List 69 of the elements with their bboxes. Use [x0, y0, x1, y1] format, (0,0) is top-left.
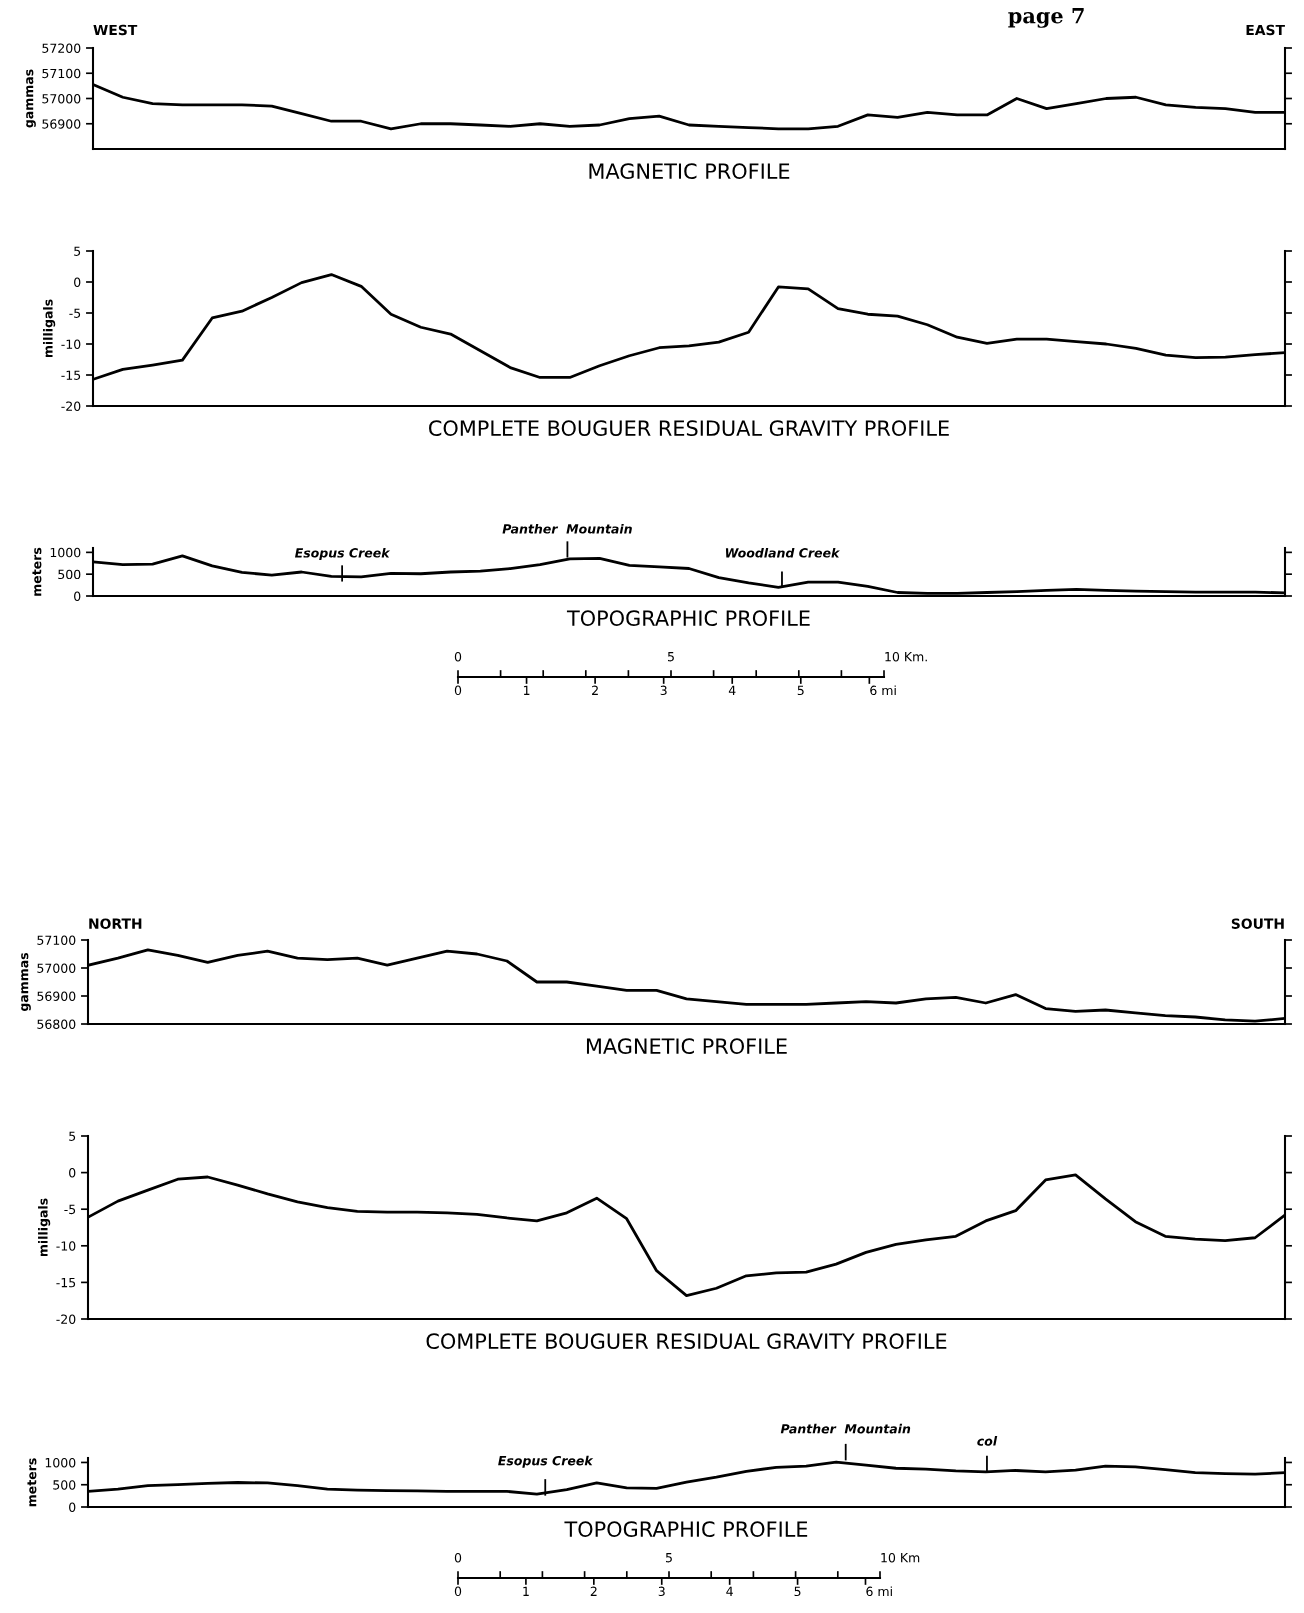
- text: 5: [797, 685, 804, 696]
- x-axis-title: TOPOGRAPHIC PROFILE: [566, 610, 810, 627]
- text: SOUTH: [1231, 918, 1284, 929]
- y-tick-label: -20: [61, 401, 81, 411]
- text: 5: [667, 652, 674, 662]
- y-tick-label: 1000: [50, 547, 81, 558]
- text: WEST: [93, 24, 138, 36]
- text: 0: [454, 685, 462, 696]
- text: 6 mi: [870, 685, 896, 696]
- y-tick-label: -5: [64, 1204, 76, 1215]
- y-tick-label: 500: [58, 569, 81, 580]
- y-tick-label: 0: [74, 277, 81, 287]
- y-tick-label: 57200: [42, 43, 81, 53]
- text: 5: [794, 1586, 801, 1597]
- y-axis-title: gammas: [26, 69, 36, 128]
- text: 10 Km: [881, 1552, 920, 1563]
- text: EAST: [1246, 24, 1285, 36]
- x-axis-title: MAGNETIC PROFILE: [586, 1038, 787, 1055]
- y-tick-label: 1000: [45, 1457, 76, 1468]
- text: 5: [665, 1553, 672, 1563]
- y-tick-label: 500: [53, 1480, 76, 1490]
- text: 3: [658, 1586, 665, 1597]
- y-tick-label: 57100: [42, 68, 81, 79]
- x-axis-title: COMPLETE BOUGUER RESIDUAL GRAVITY PROFILE: [426, 1333, 947, 1350]
- y-tick-label: 56900: [42, 119, 81, 129]
- y-tick-label: 57100: [37, 935, 76, 945]
- y-tick-label: -15: [61, 370, 81, 380]
- y-tick-label: 0: [69, 1168, 76, 1178]
- y-tick-label: 0: [69, 1502, 76, 1512]
- y-tick-label: 57000: [42, 93, 81, 104]
- text: 6 mi: [866, 1586, 892, 1597]
- text: NORTH: [89, 918, 142, 929]
- y-axis-title: milligals: [43, 299, 56, 358]
- x-axis-title: MAGNETIC PROFILE: [589, 163, 790, 180]
- y-tick-label: -20: [56, 1314, 76, 1324]
- y-tick-label: 0: [74, 591, 81, 601]
- text: 2: [590, 1586, 597, 1596]
- y-tick-label: 57000: [37, 963, 76, 973]
- text: 1: [523, 1586, 529, 1596]
- y-axis-title: gammas: [21, 952, 31, 1012]
- y-tick-label: -15: [56, 1278, 76, 1288]
- text: 3: [660, 685, 667, 696]
- text: col: [977, 1436, 998, 1446]
- annotation: Esopus Creek: [294, 547, 391, 560]
- text: 4: [726, 1586, 733, 1596]
- annotation: Woodland Creek: [725, 547, 840, 558]
- y-axis-title: meters: [32, 547, 42, 596]
- y-axis-title: meters: [27, 1458, 37, 1507]
- text: 2: [592, 685, 598, 695]
- y-tick-label: -10: [61, 339, 81, 349]
- y-tick-label: 56900: [37, 991, 76, 1001]
- x-axis-title: TOPOGRAPHIC PROFILE: [564, 1521, 808, 1538]
- y-tick-label: -10: [56, 1241, 76, 1251]
- text: 10 Km.: [885, 651, 927, 662]
- text: page 7: [1008, 7, 1084, 28]
- text: Panther Mountain: [502, 523, 632, 534]
- x-axis-title: COMPLETE BOUGUER RESIDUAL GRAVITY PROFILE: [429, 420, 949, 437]
- y-tick-label: 5: [69, 1131, 76, 1141]
- y-tick-label: 5: [74, 246, 81, 256]
- text: Panther Mountain: [780, 1423, 911, 1434]
- y-axis-title: milligals: [38, 1198, 51, 1257]
- y-tick-label: 56800: [37, 1019, 76, 1029]
- text: 1: [523, 685, 530, 695]
- y-tick-label: -5: [69, 308, 81, 318]
- text: 4: [728, 685, 736, 695]
- text: 0: [454, 1552, 462, 1563]
- text: 0: [454, 651, 462, 662]
- text: 0: [454, 1586, 462, 1597]
- annotation: Esopus Creek: [498, 1455, 594, 1468]
